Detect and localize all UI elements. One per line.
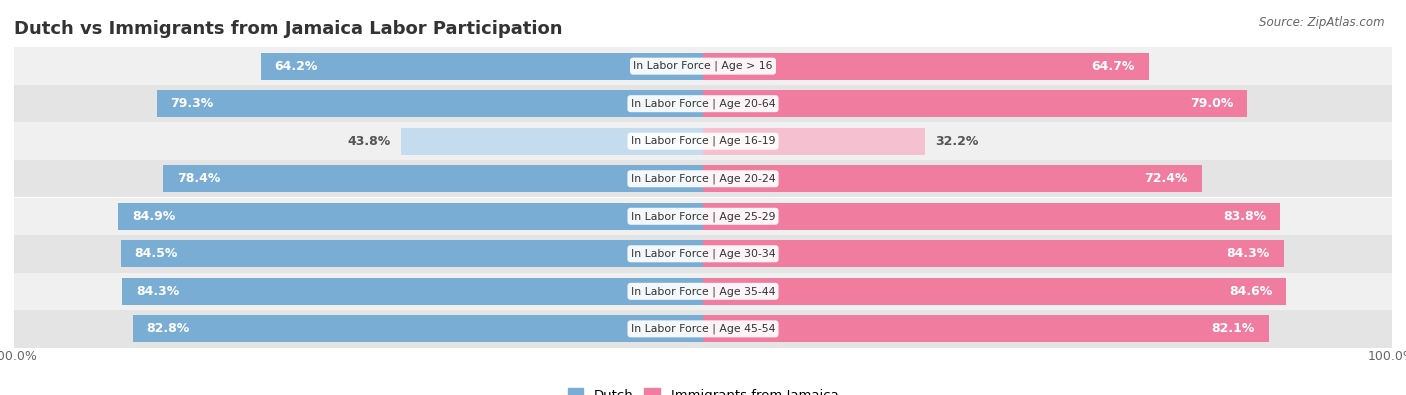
Bar — [14, 85, 1392, 122]
Text: 82.8%: 82.8% — [146, 322, 190, 335]
Text: In Labor Force | Age 45-54: In Labor Force | Age 45-54 — [631, 324, 775, 334]
Text: In Labor Force | Age 20-24: In Labor Force | Age 20-24 — [631, 173, 775, 184]
Bar — [118, 203, 703, 230]
Bar — [163, 165, 703, 192]
Text: In Labor Force | Age 25-29: In Labor Force | Age 25-29 — [631, 211, 775, 222]
Text: 84.6%: 84.6% — [1229, 285, 1272, 298]
Text: 84.3%: 84.3% — [136, 285, 179, 298]
Bar — [401, 128, 703, 155]
Text: 72.4%: 72.4% — [1144, 172, 1188, 185]
Bar — [14, 273, 1392, 310]
Bar — [14, 235, 1392, 273]
Text: 79.0%: 79.0% — [1189, 97, 1233, 110]
Text: 82.1%: 82.1% — [1212, 322, 1254, 335]
Bar — [132, 315, 703, 342]
Bar — [122, 278, 703, 305]
Text: 83.8%: 83.8% — [1223, 210, 1267, 223]
Text: 84.3%: 84.3% — [1227, 247, 1270, 260]
Text: 79.3%: 79.3% — [170, 97, 214, 110]
Bar — [121, 240, 703, 267]
Bar — [14, 160, 1392, 198]
Text: Source: ZipAtlas.com: Source: ZipAtlas.com — [1260, 16, 1385, 29]
Bar — [14, 47, 1392, 85]
Bar — [703, 278, 1286, 305]
Text: 84.5%: 84.5% — [135, 247, 179, 260]
Bar — [703, 240, 1284, 267]
Bar — [703, 53, 1149, 80]
Text: 84.9%: 84.9% — [132, 210, 176, 223]
Bar — [703, 90, 1247, 117]
Text: 64.2%: 64.2% — [274, 60, 318, 73]
Bar — [703, 128, 925, 155]
Bar — [14, 198, 1392, 235]
Text: 78.4%: 78.4% — [177, 172, 219, 185]
Text: 64.7%: 64.7% — [1091, 60, 1135, 73]
Bar — [156, 90, 703, 117]
Text: 32.2%: 32.2% — [935, 135, 979, 148]
Bar — [703, 203, 1281, 230]
Bar — [703, 165, 1202, 192]
Bar — [14, 310, 1392, 348]
Text: In Labor Force | Age > 16: In Labor Force | Age > 16 — [633, 61, 773, 71]
Text: 43.8%: 43.8% — [347, 135, 391, 148]
Text: In Labor Force | Age 20-64: In Labor Force | Age 20-64 — [631, 98, 775, 109]
Text: In Labor Force | Age 16-19: In Labor Force | Age 16-19 — [631, 136, 775, 147]
Text: In Labor Force | Age 30-34: In Labor Force | Age 30-34 — [631, 248, 775, 259]
Text: Dutch vs Immigrants from Jamaica Labor Participation: Dutch vs Immigrants from Jamaica Labor P… — [14, 19, 562, 38]
Legend: Dutch, Immigrants from Jamaica: Dutch, Immigrants from Jamaica — [562, 383, 844, 395]
Bar — [14, 122, 1392, 160]
Text: In Labor Force | Age 35-44: In Labor Force | Age 35-44 — [631, 286, 775, 297]
Bar — [703, 315, 1268, 342]
Bar — [260, 53, 703, 80]
